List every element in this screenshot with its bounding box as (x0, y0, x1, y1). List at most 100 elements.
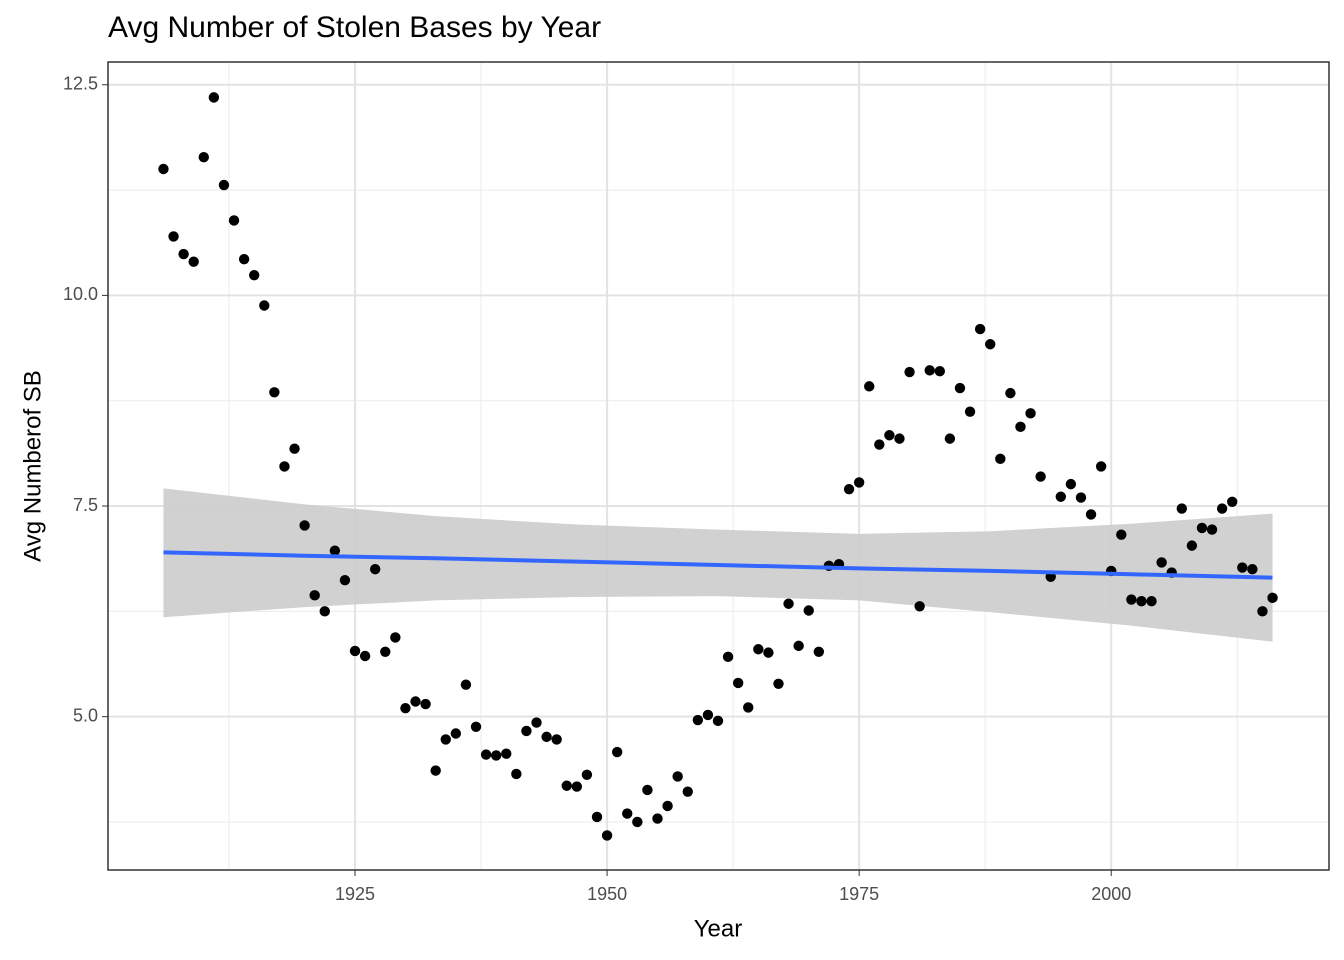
point (974, 323, 986, 335)
point (329, 545, 341, 556)
point (501, 748, 512, 759)
point (954, 382, 966, 394)
point (561, 780, 572, 791)
point (601, 830, 613, 841)
point (1267, 592, 1278, 604)
point (259, 300, 270, 311)
point (793, 640, 804, 652)
point (843, 483, 855, 495)
point (1025, 408, 1036, 419)
point (400, 703, 411, 714)
point (450, 728, 462, 739)
point (218, 179, 230, 191)
point (1136, 596, 1147, 607)
point (1156, 557, 1167, 568)
y-tick-label: 7.5 (73, 495, 98, 515)
x-tick-label: 2000 (1091, 884, 1131, 904)
point (813, 646, 825, 657)
point (420, 698, 431, 710)
point (732, 677, 744, 689)
point (1146, 596, 1157, 607)
x-tick-label: 1975 (839, 884, 879, 904)
trend-line (163, 550, 1273, 580)
point (662, 800, 673, 812)
point (581, 769, 593, 780)
point (208, 92, 220, 103)
chart-title: Avg Number of Stolen Bases by Year (108, 11, 601, 44)
point (319, 606, 330, 617)
point (894, 433, 905, 444)
point (490, 750, 502, 761)
point (672, 771, 683, 782)
point (1035, 471, 1046, 482)
point (682, 786, 693, 797)
point (188, 256, 199, 267)
point (198, 152, 209, 163)
point (541, 731, 552, 743)
point (1216, 503, 1228, 514)
point (1055, 491, 1067, 502)
point (1257, 606, 1268, 617)
point (1126, 594, 1137, 605)
point (430, 765, 441, 776)
point (803, 605, 814, 616)
point (551, 734, 562, 745)
point (380, 646, 391, 657)
y-tick-label: 5.0 (73, 705, 98, 725)
x-axis-title: Year (694, 915, 743, 942)
y-axis-title: Avg Numberof SB (19, 370, 46, 562)
point (299, 520, 310, 531)
point (1065, 478, 1077, 490)
point (470, 721, 482, 732)
point (743, 702, 754, 713)
point (460, 679, 472, 690)
point (1015, 421, 1026, 433)
point (1085, 509, 1097, 520)
point (853, 477, 865, 488)
point (783, 598, 794, 609)
point (1116, 529, 1127, 540)
point (712, 715, 724, 727)
point (178, 248, 189, 260)
point (369, 564, 381, 575)
point (591, 811, 603, 823)
point (611, 746, 623, 758)
point (914, 601, 925, 612)
point (410, 696, 421, 707)
point (692, 714, 704, 726)
panel-border (107, 61, 1330, 871)
point (874, 439, 885, 450)
point (622, 808, 633, 819)
point (985, 339, 996, 350)
point (964, 406, 976, 417)
point (349, 645, 361, 657)
point (228, 215, 240, 226)
x-tick-label: 1950 (587, 884, 627, 904)
point (632, 816, 643, 828)
point (1206, 524, 1218, 535)
point (773, 678, 784, 689)
y-tick-label: 12.5 (63, 73, 98, 93)
point (864, 381, 875, 392)
point (269, 387, 280, 398)
point (904, 366, 915, 378)
point (480, 749, 492, 760)
point (642, 784, 653, 796)
point (309, 590, 320, 601)
point (238, 253, 250, 265)
point (531, 717, 542, 728)
point (339, 574, 351, 586)
point (521, 725, 532, 737)
point (934, 366, 946, 377)
point (884, 430, 895, 441)
point (944, 433, 956, 444)
point (571, 781, 583, 792)
point (1005, 387, 1016, 399)
point (753, 644, 764, 655)
point (1196, 522, 1208, 534)
point (1247, 564, 1258, 575)
point (248, 269, 260, 281)
point (390, 632, 401, 643)
point (1186, 540, 1198, 551)
